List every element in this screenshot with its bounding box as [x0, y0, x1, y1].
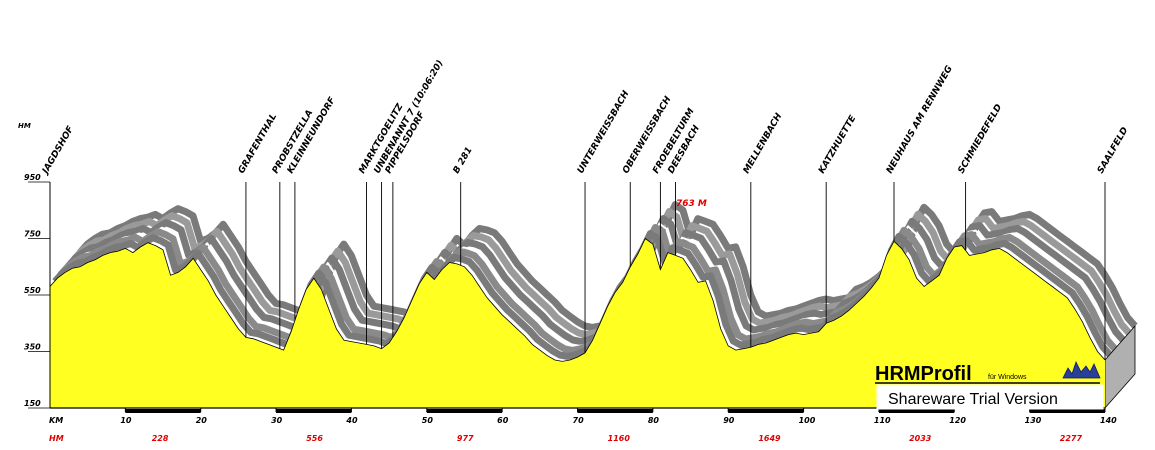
x-tick-label: 40: [345, 416, 358, 425]
place-label: NEUHAUS AM RENNWEG: [885, 64, 955, 175]
x-scale-bar: [728, 409, 804, 413]
x-tick-label: 50: [422, 416, 434, 425]
x-axis: 10 20 30 40 50 60 70 80 90 100 110 120 130 140: [120, 408, 1117, 425]
x-tick-label: 30: [271, 416, 283, 425]
y-tick-label: 150: [24, 399, 41, 408]
x-tick-label: 110: [874, 416, 891, 425]
peak-annotation: 763 M: [676, 199, 707, 209]
place-label: B 281: [452, 146, 475, 176]
watermark: HRMProfil für Windows Shareware Trial Ve…: [875, 360, 1104, 410]
x-tick-label: 20: [196, 416, 208, 425]
place-label: MELLENBACH: [742, 111, 785, 175]
place-label: UNTERWEISSBACH: [576, 89, 632, 176]
watermark-brand: HRMProfil: [875, 363, 972, 385]
x-tick-label: 80: [648, 416, 660, 425]
x-scale-bar: [426, 409, 503, 413]
cumulative-hm-value: 977: [457, 434, 474, 443]
x-tick-label: 120: [949, 416, 966, 425]
x-tick-label: 90: [723, 416, 735, 425]
x-tick-label: 10: [120, 416, 132, 425]
place-label: UNBENANNT 7 (10:06:20): [373, 59, 446, 176]
x-scale-bar: [878, 409, 955, 413]
hm-row-title: HM: [49, 434, 64, 443]
x-tick-label: 60: [497, 416, 509, 425]
place-label: SCHMIEDEFELD: [957, 102, 1005, 175]
place-labels: JAGDSHOF GRAFENTHALPROBSTZELLAKLEINNEUNDO…: [40, 59, 1131, 178]
y-axis: 150 350 550 750 950: [24, 173, 50, 409]
cumulative-hm-value: 1160: [608, 434, 631, 443]
watermark-banner: Shareware Trial Version: [888, 391, 1058, 408]
cumulative-hm-row: 228 556 977 1160 1649 2033 2277: [152, 434, 1083, 443]
y-tick-label: 950: [24, 173, 41, 182]
x-tick-label: 140: [1100, 416, 1117, 425]
place-markers: [49, 182, 1106, 360]
mountain-logo-icon: [1062, 360, 1101, 379]
y-tick-label: 350: [24, 343, 41, 352]
x-scale-bar: [1029, 409, 1105, 413]
cumulative-hm-value: 228: [152, 434, 169, 443]
x-tick-label: 130: [1025, 416, 1042, 425]
y-axis-title: HM: [18, 122, 31, 130]
watermark-brand-suffix: für Windows: [988, 374, 1027, 381]
place-label: SAALFELD: [1096, 125, 1131, 175]
profile-line: [49, 237, 1106, 362]
x-tick-label: 70: [573, 416, 585, 425]
watermark-banner-box: [876, 384, 1104, 410]
x-scale-bar: [125, 409, 201, 413]
x-scale-bar: [276, 409, 352, 413]
place-label: JAGDSHOF: [40, 124, 77, 177]
x-scale-bar: [577, 409, 653, 413]
place-label: KATZHUETTE: [817, 113, 859, 175]
cumulative-hm-value: 1649: [758, 434, 781, 443]
x-tick-label: 100: [799, 416, 816, 425]
x-axis-title: KM: [49, 416, 63, 425]
y-tick-label: 550: [24, 286, 41, 295]
shadow-ridge-5: [52, 230, 1113, 360]
y-tick-label: 750: [24, 230, 41, 239]
cumulative-hm-value: 2033: [909, 434, 932, 443]
profile-area: [50, 238, 1105, 408]
cumulative-hm-value: 556: [306, 434, 323, 443]
cumulative-hm-value: 2277: [1060, 434, 1083, 443]
